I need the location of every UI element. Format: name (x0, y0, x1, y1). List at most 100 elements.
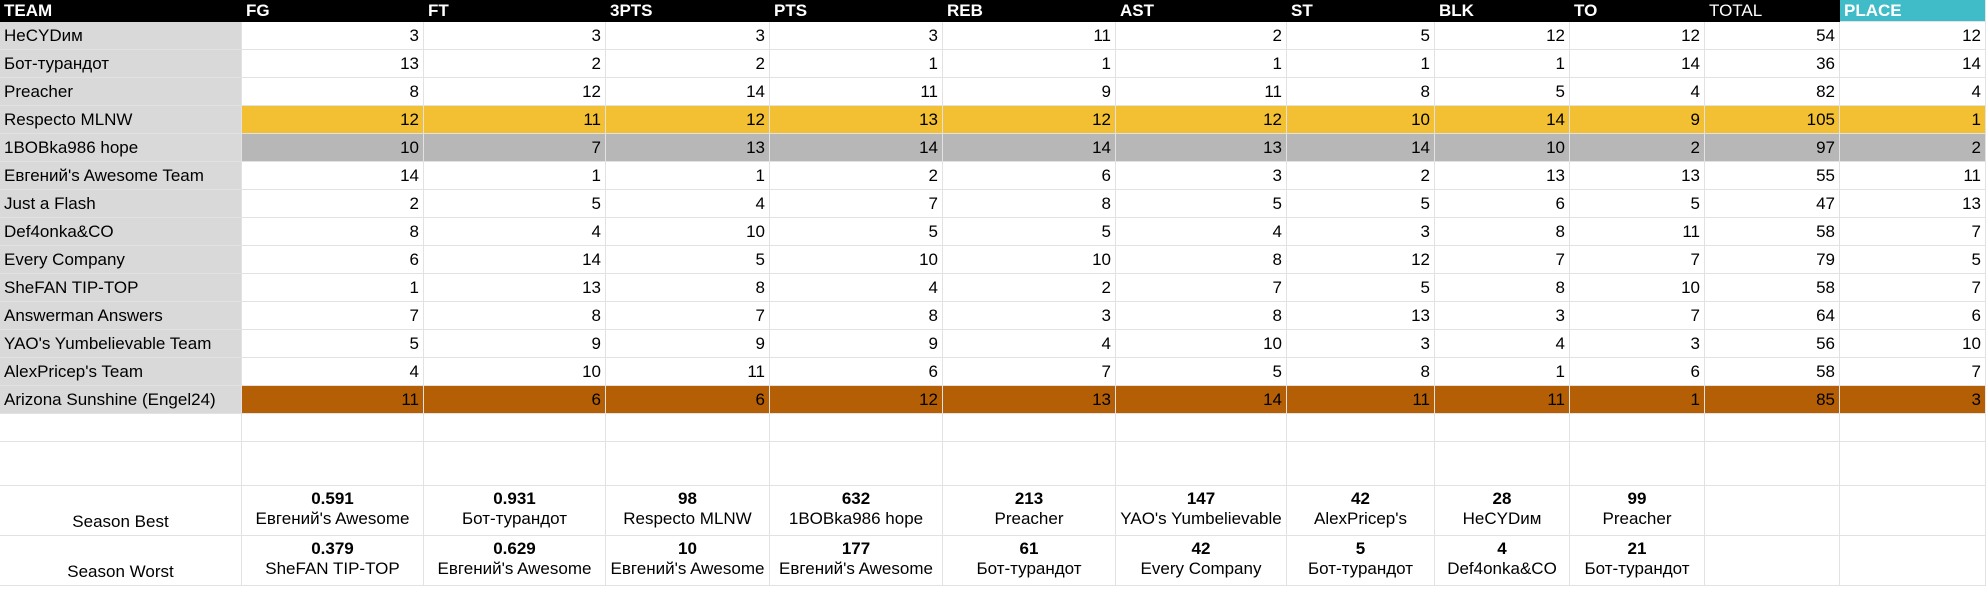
stat-cell-reb[interactable]: 13 (943, 386, 1116, 414)
stat-cell-place[interactable]: 2 (1840, 134, 1986, 162)
season-worst-cell[interactable]: 5 Бот-турандот (1287, 536, 1435, 586)
team-name-cell[interactable]: Preacher (0, 78, 242, 106)
column-header-reb[interactable]: REB (943, 0, 1116, 22)
stat-cell-fg[interactable]: 10 (242, 134, 424, 162)
season-worst-cell[interactable]: 0.629 Евгений's Awesome (424, 536, 606, 586)
stat-cell-fg[interactable]: 6 (242, 246, 424, 274)
empty-cell[interactable] (242, 442, 424, 486)
stat-cell-place[interactable]: 13 (1840, 190, 1986, 218)
column-header-team[interactable]: TEAM (0, 0, 242, 22)
stat-cell-to[interactable]: 1 (1570, 386, 1705, 414)
team-name-cell[interactable]: 1BOBka986 hope (0, 134, 242, 162)
team-name-cell[interactable]: Бот-турандот (0, 50, 242, 78)
stat-cell-ft[interactable]: 5 (424, 190, 606, 218)
stat-cell-blk[interactable]: 10 (1435, 134, 1570, 162)
stat-cell-ft[interactable]: 7 (424, 134, 606, 162)
season-best-cell[interactable]: 0.591 Евгений's Awesome (242, 486, 424, 536)
team-name-cell[interactable]: SheFAN TIP-TOP (0, 274, 242, 302)
stat-cell-to[interactable]: 2 (1570, 134, 1705, 162)
stat-cell-st[interactable]: 1 (1287, 50, 1435, 78)
stat-cell-st[interactable]: 10 (1287, 106, 1435, 134)
stat-cell-ft[interactable]: 2 (424, 50, 606, 78)
stat-cell-ft[interactable]: 8 (424, 302, 606, 330)
stat-cell-3pts[interactable]: 9 (606, 330, 770, 358)
stat-cell-st[interactable]: 3 (1287, 218, 1435, 246)
stat-cell-3pts[interactable]: 8 (606, 274, 770, 302)
stat-cell-ast[interactable]: 2 (1116, 22, 1287, 50)
empty-cell[interactable] (242, 414, 424, 442)
stat-cell-fg[interactable]: 11 (242, 386, 424, 414)
stat-cell-blk[interactable]: 8 (1435, 218, 1570, 246)
stat-cell-total[interactable]: 79 (1705, 246, 1840, 274)
season-worst-cell[interactable]: 177 Евгений's Awesome (770, 536, 943, 586)
team-name-cell[interactable]: Евгений's Awesome Team (0, 162, 242, 190)
season-best-cell[interactable]: 213 Preacher (943, 486, 1116, 536)
stat-cell-total[interactable]: 105 (1705, 106, 1840, 134)
stat-cell-ast[interactable]: 11 (1116, 78, 1287, 106)
stat-cell-pts[interactable]: 1 (770, 50, 943, 78)
stat-cell-reb[interactable]: 14 (943, 134, 1116, 162)
stat-cell-place[interactable]: 14 (1840, 50, 1986, 78)
stat-cell-pts[interactable]: 9 (770, 330, 943, 358)
stat-cell-place[interactable]: 6 (1840, 302, 1986, 330)
stat-cell-fg[interactable]: 2 (242, 190, 424, 218)
stat-cell-st[interactable]: 8 (1287, 358, 1435, 386)
stat-cell-st[interactable]: 14 (1287, 134, 1435, 162)
stat-cell-pts[interactable]: 10 (770, 246, 943, 274)
stat-cell-blk[interactable]: 11 (1435, 386, 1570, 414)
empty-cell[interactable] (943, 414, 1116, 442)
stat-cell-3pts[interactable]: 3 (606, 22, 770, 50)
stat-cell-pts[interactable]: 7 (770, 190, 943, 218)
stat-cell-pts[interactable]: 12 (770, 386, 943, 414)
stat-cell-blk[interactable]: 12 (1435, 22, 1570, 50)
stat-cell-to[interactable]: 4 (1570, 78, 1705, 106)
stat-cell-to[interactable]: 10 (1570, 274, 1705, 302)
season-best-cell[interactable]: 98 Respecto MLNW (606, 486, 770, 536)
stat-cell-blk[interactable]: 14 (1435, 106, 1570, 134)
stat-cell-total[interactable]: 36 (1705, 50, 1840, 78)
stat-cell-fg[interactable]: 7 (242, 302, 424, 330)
stat-cell-total[interactable]: 82 (1705, 78, 1840, 106)
stat-cell-total[interactable]: 56 (1705, 330, 1840, 358)
stat-cell-3pts[interactable]: 14 (606, 78, 770, 106)
stat-cell-blk[interactable]: 1 (1435, 50, 1570, 78)
season-best-cell[interactable]: 0.931 Бот-турандот (424, 486, 606, 536)
team-name-cell[interactable]: Just a Flash (0, 190, 242, 218)
stat-cell-total[interactable]: 58 (1705, 274, 1840, 302)
stat-cell-st[interactable]: 12 (1287, 246, 1435, 274)
empty-cell[interactable] (1435, 442, 1570, 486)
stat-cell-st[interactable]: 8 (1287, 78, 1435, 106)
stat-cell-blk[interactable]: 1 (1435, 358, 1570, 386)
stat-cell-reb[interactable]: 11 (943, 22, 1116, 50)
stat-cell-blk[interactable]: 5 (1435, 78, 1570, 106)
stat-cell-ft[interactable]: 13 (424, 274, 606, 302)
stat-cell-pts[interactable]: 14 (770, 134, 943, 162)
stat-cell-ft[interactable]: 1 (424, 162, 606, 190)
stat-cell-blk[interactable]: 13 (1435, 162, 1570, 190)
season-worst-cell[interactable]: 10 Евгений's Awesome (606, 536, 770, 586)
stat-cell-reb[interactable]: 6 (943, 162, 1116, 190)
season-worst-cell[interactable]: 0.379 SheFAN TIP-TOP (242, 536, 424, 586)
stat-cell-fg[interactable]: 1 (242, 274, 424, 302)
stat-cell-st[interactable]: 11 (1287, 386, 1435, 414)
stat-cell-ast[interactable]: 10 (1116, 330, 1287, 358)
stat-cell-to[interactable]: 7 (1570, 246, 1705, 274)
season-best-label[interactable]: Season Best (0, 486, 242, 536)
season-best-cell[interactable]: 632 1BOBka986 hope (770, 486, 943, 536)
stat-cell-ft[interactable]: 4 (424, 218, 606, 246)
stat-cell-to[interactable]: 13 (1570, 162, 1705, 190)
stat-cell-ft[interactable]: 10 (424, 358, 606, 386)
column-header-3pts[interactable]: 3PTS (606, 0, 770, 22)
stat-cell-place[interactable]: 11 (1840, 162, 1986, 190)
empty-cell[interactable] (606, 414, 770, 442)
stat-cell-pts[interactable]: 2 (770, 162, 943, 190)
stat-cell-place[interactable]: 5 (1840, 246, 1986, 274)
stat-cell-to[interactable]: 12 (1570, 22, 1705, 50)
stat-cell-ast[interactable]: 14 (1116, 386, 1287, 414)
column-header-total[interactable]: TOTAL (1705, 0, 1840, 22)
team-name-cell[interactable]: AlexPricep's Team (0, 358, 242, 386)
stat-cell-reb[interactable]: 1 (943, 50, 1116, 78)
stat-cell-ast[interactable]: 3 (1116, 162, 1287, 190)
column-header-place[interactable]: PLACE (1840, 0, 1986, 22)
stat-cell-reb[interactable]: 12 (943, 106, 1116, 134)
